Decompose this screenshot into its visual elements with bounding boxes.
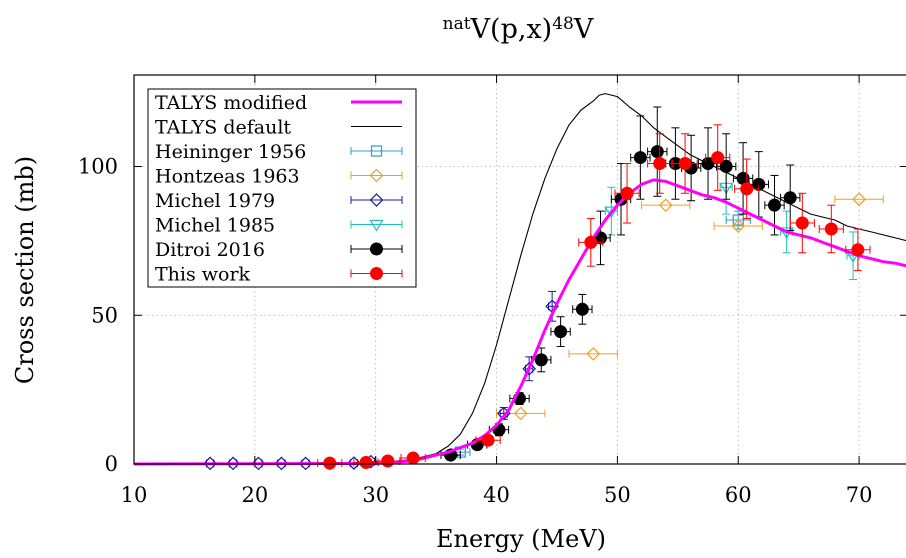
- x-tick-label: 10: [121, 483, 148, 507]
- data-point: [740, 182, 754, 196]
- data-point: [650, 145, 664, 159]
- legend-label: TALYS default: [155, 117, 291, 139]
- legend-item-michel-1979: Michel 1979: [155, 190, 403, 212]
- legend-item-michel-1985: Michel 1985: [155, 215, 403, 237]
- data-point: [653, 157, 667, 171]
- data-point: [554, 325, 568, 339]
- x-axis-label: Energy (MeV): [436, 525, 606, 553]
- legend-label: Michel 1979: [155, 190, 275, 212]
- data-point: [226, 456, 240, 471]
- data-point: [203, 456, 217, 471]
- legend-marker: [370, 267, 383, 280]
- title-sup-post: 48: [552, 14, 574, 34]
- ticks: 10 20 30 40 50 60 70 0 50 100: [78, 75, 906, 507]
- data-point: [620, 186, 634, 200]
- legend-label: Heininger 1956: [155, 141, 306, 163]
- title-base: V(p,x): [470, 14, 553, 45]
- legend-item-ditroi-2016: Ditroi 2016: [155, 239, 403, 261]
- data-point: [522, 361, 537, 376]
- data-point: [824, 222, 838, 236]
- data-point: [534, 353, 548, 367]
- x-tick-label: 40: [483, 483, 510, 507]
- data-point: [851, 243, 865, 257]
- legend-label: Ditroi 2016: [155, 239, 265, 261]
- points: [133, 106, 906, 471]
- data-point: [711, 151, 725, 165]
- legend-box: [147, 88, 417, 288]
- data-point: [274, 456, 289, 471]
- data-point: [586, 347, 601, 361]
- series-michel-1979: [203, 290, 559, 471]
- data-point: [298, 456, 313, 471]
- legend-label: TALYS modified: [155, 92, 307, 114]
- data-point: [359, 456, 373, 470]
- y-tick-label: 100: [78, 155, 118, 179]
- data-point: [584, 235, 598, 249]
- data-point: [795, 216, 809, 230]
- data-point: [783, 191, 797, 205]
- legend-item-heininger-1956: Heininger 1956: [155, 141, 403, 163]
- x-tick-label: 30: [362, 483, 389, 507]
- x-tick-label: 20: [241, 483, 268, 507]
- legend-marker: [369, 219, 384, 232]
- y-tick-label: 0: [105, 452, 118, 476]
- data-point: [768, 198, 782, 212]
- y-tick-label: 50: [91, 303, 118, 327]
- data-point: [604, 206, 619, 219]
- data-point: [731, 219, 746, 233]
- legend-item-talys-default: TALYS default: [155, 117, 402, 139]
- legend-marker: [370, 242, 383, 256]
- data-point: [852, 192, 866, 207]
- data-point: [678, 157, 692, 171]
- legend-label: This work: [155, 264, 251, 286]
- x-tick-label: 60: [725, 483, 752, 507]
- data-point: [633, 151, 647, 165]
- legend-label: Hontzeas 1963: [155, 166, 300, 188]
- series-this-work: [317, 124, 871, 470]
- legend-label: Michel 1985: [155, 215, 275, 237]
- data-point: [381, 454, 395, 468]
- data-point: [575, 302, 589, 316]
- data-point: [406, 451, 420, 465]
- data-point: [719, 160, 733, 173]
- legend-item-hontzeas-1963: Hontzeas 1963: [155, 166, 403, 188]
- series-hontzeas-1963: [496, 192, 884, 421]
- data-point: [732, 214, 744, 226]
- data-point: [658, 198, 673, 213]
- legend-marker: [369, 193, 384, 207]
- data-point: [481, 433, 495, 447]
- x-tick-label: 50: [604, 483, 631, 507]
- legend-marker: [369, 168, 384, 183]
- chart-title: natV(p,x)48V: [443, 14, 594, 45]
- data-point: [347, 456, 361, 470]
- plot-frame: [133, 74, 906, 465]
- series-ditroi-2016: [440, 106, 801, 462]
- legend-item-talys-modified: TALYS modified: [155, 92, 402, 114]
- legend-marker: [370, 145, 383, 157]
- data-point: [513, 406, 528, 421]
- title-sup-pre: nat: [443, 14, 471, 34]
- data-point: [323, 456, 337, 470]
- y-axis-label: Cross section (mb): [11, 156, 39, 384]
- x-tick-label: 70: [846, 483, 873, 507]
- legend-item-this-work: This work: [155, 264, 403, 286]
- title-tail: V: [573, 14, 594, 45]
